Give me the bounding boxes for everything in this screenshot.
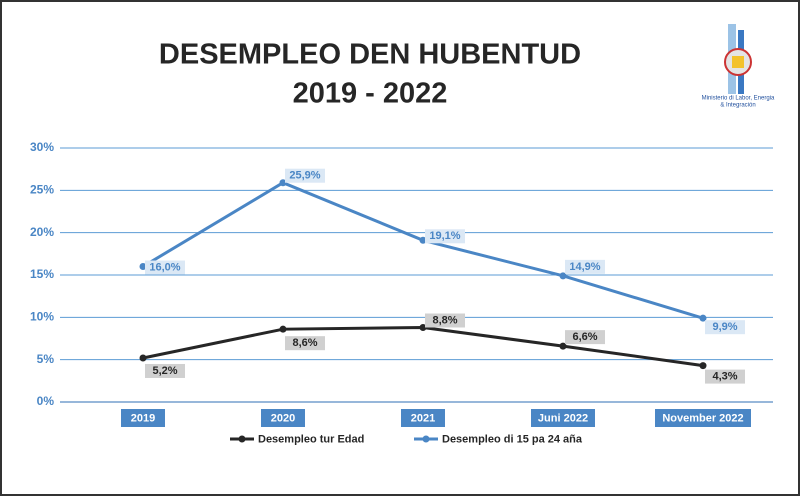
data-label-bg <box>285 168 325 183</box>
x-tick-box <box>531 409 595 427</box>
x-tick-label: 2020 <box>271 412 295 424</box>
data-label: 5,2% <box>152 365 177 377</box>
data-label-bg <box>425 229 465 244</box>
x-tick-box <box>655 409 751 427</box>
data-label-bg <box>425 313 465 328</box>
data-point <box>279 179 287 187</box>
x-tick-box <box>121 409 165 427</box>
data-point <box>139 263 147 271</box>
logo-text: Ministerio di Labor, Energia <box>702 96 775 102</box>
data-point <box>139 354 147 362</box>
y-tick-label: 25% <box>30 183 54 197</box>
data-label-bg <box>145 363 185 378</box>
y-tick-label: 30% <box>30 140 54 154</box>
data-point <box>559 342 567 350</box>
data-label-bg <box>705 369 745 384</box>
data-point <box>699 314 707 322</box>
data-label: 9,9% <box>712 321 737 333</box>
legend-marker <box>422 435 430 443</box>
data-label-bg <box>565 330 605 345</box>
data-label: 19,1% <box>429 230 460 242</box>
data-label-bg <box>565 259 605 274</box>
logo-text: & Integración <box>720 103 755 109</box>
x-tick-label: 2021 <box>411 412 435 424</box>
data-label-bg <box>145 260 185 275</box>
logo: Ministerio di Labor, Energia & Integraci… <box>702 24 775 109</box>
data-label: 4,3% <box>712 370 737 382</box>
legend-marker <box>238 435 246 443</box>
data-label-bg <box>285 336 325 351</box>
y-tick-label: 5% <box>37 352 55 366</box>
data-point <box>279 325 287 333</box>
data-label: 8,8% <box>432 314 457 326</box>
chart-title: DESEMPLEO DEN HUBENTUD <box>159 39 581 71</box>
x-tick-label: 2019 <box>131 412 155 424</box>
data-label-bg <box>705 320 745 335</box>
legend-label: Desempleo di 15 pa 24 aña <box>442 433 583 445</box>
data-label: 16,0% <box>149 261 180 273</box>
x-tick-box <box>261 409 305 427</box>
data-point <box>699 362 707 370</box>
y-tick-label: 10% <box>30 310 54 324</box>
x-tick-label: Juni 2022 <box>538 412 588 424</box>
data-label: 6,6% <box>572 331 597 343</box>
legend-label: Desempleo tur Edad <box>258 433 364 445</box>
chart-subtitle: 2019 - 2022 <box>293 78 448 110</box>
data-point <box>559 272 567 280</box>
y-tick-label: 15% <box>30 267 54 281</box>
x-tick-box <box>401 409 445 427</box>
y-tick-label: 20% <box>30 225 54 239</box>
data-point <box>419 323 427 331</box>
x-tick-label: November 2022 <box>662 412 743 424</box>
data-label: 14,9% <box>569 261 600 273</box>
data-point <box>419 236 427 244</box>
y-tick-label: 0% <box>37 394 55 408</box>
data-label: 25,9% <box>289 170 320 182</box>
data-label: 8,6% <box>292 337 317 349</box>
